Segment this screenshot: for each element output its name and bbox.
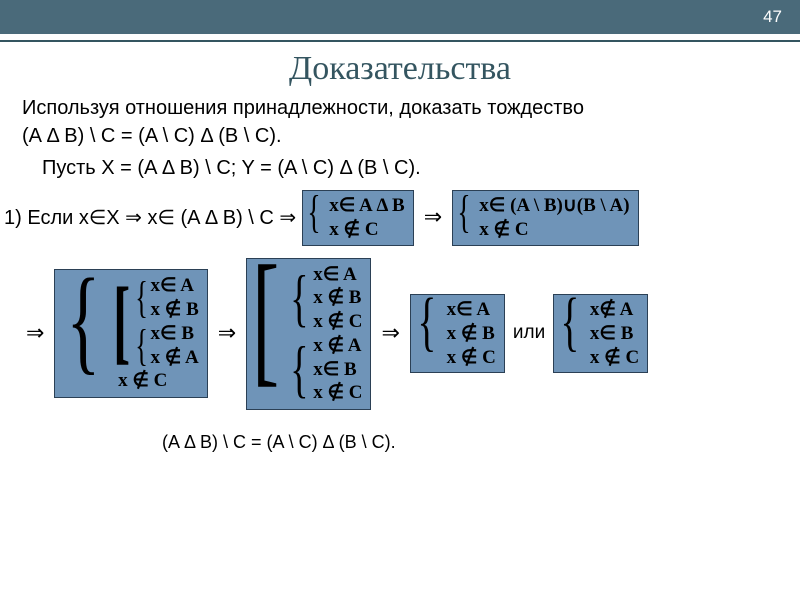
- left-brace-icon: {: [417, 295, 436, 372]
- box3-b2: x ∉ A: [151, 346, 199, 370]
- box3-a1: x∈ A: [151, 274, 199, 298]
- box4-a1: x∈ A: [313, 263, 362, 287]
- box-2: { x∈ (A \ B)∪(B \ A) x ∉ C: [452, 190, 638, 246]
- final-equation: (A Δ B) \ C = (A \ C) Δ (B \ C).: [162, 430, 778, 455]
- box4-b1: x ∉ A: [313, 334, 362, 358]
- left-brace-icon: {: [458, 191, 471, 245]
- left-bracket-icon: [: [252, 259, 279, 410]
- box6-l3: x ∉ C: [590, 346, 639, 370]
- left-brace-icon: {: [291, 272, 309, 324]
- page-title: Доказательства: [0, 50, 800, 88]
- implies-arrow: ⇒: [424, 202, 442, 233]
- box-3: { [ { x∈ A x ∉ B {: [54, 269, 207, 398]
- box6-l2: x∈ B: [590, 322, 639, 346]
- left-bracket-icon: [: [113, 285, 130, 358]
- left-brace-icon: {: [136, 327, 149, 364]
- box1-line1: x∈ A Δ B: [329, 194, 404, 218]
- box5-l1: x∈ A: [447, 298, 496, 322]
- box6-l1: x∉ A: [590, 298, 639, 322]
- box-5: { x∈ A x ∉ B x ∉ C: [410, 294, 505, 373]
- left-brace-icon: {: [561, 295, 580, 372]
- box3-b1: x∈ B: [151, 322, 199, 346]
- slide-content: Используя отношения принадлежности, дока…: [0, 88, 800, 455]
- box5-l3: x ∉ C: [447, 346, 496, 370]
- box4-b2: x∈ B: [313, 358, 362, 382]
- derivation-row: ⇒ { [ { x∈ A x ∉ B: [22, 256, 778, 413]
- left-brace-icon: {: [136, 279, 149, 316]
- step1-row: 1) Если x∈X ⇒ x∈ (A Δ B) \ C ⇒ { x∈ A Δ …: [4, 188, 778, 248]
- box4-b3: x ∉ C: [313, 381, 362, 405]
- slide-number: 47: [763, 7, 782, 27]
- left-brace-icon: {: [291, 343, 309, 395]
- left-brace-icon: {: [67, 270, 101, 397]
- box2-line2: x ∉ C: [479, 218, 629, 242]
- step1-prefix: 1) Если x∈X ⇒ x∈ (A Δ B) \ C ⇒: [4, 204, 296, 232]
- box4-a2: x ∉ B: [313, 286, 362, 310]
- box-6: { x∉ A x∈ B x ∉ C: [553, 294, 648, 373]
- box-4: [ { x∈ A x ∉ B x ∉ C { x ∉ A x∈ B x ∉ C: [246, 258, 371, 411]
- implies-arrow: ⇒: [26, 318, 44, 349]
- header-divider: [0, 40, 800, 42]
- box5-l2: x ∉ B: [447, 322, 496, 346]
- implies-arrow: ⇒: [218, 318, 236, 349]
- intro-line-2: (A Δ B) \ C = (A \ C) Δ (B \ C).: [22, 122, 778, 150]
- slide-header: 47: [0, 0, 800, 34]
- implies-arrow: ⇒: [381, 318, 399, 349]
- box1-line2: x ∉ C: [329, 218, 404, 242]
- box3-a2: x ∉ B: [151, 298, 199, 322]
- left-brace-icon: {: [308, 191, 321, 245]
- intro-line-1: Используя отношения принадлежности, дока…: [22, 94, 778, 122]
- let-line: Пусть X = (A Δ B) \ C; Y = (A \ C) Δ (B …: [42, 154, 778, 182]
- box2-line1: x∈ (A \ B)∪(B \ A): [479, 194, 629, 218]
- or-word: или: [513, 320, 545, 347]
- box3-c: x ∉ C: [118, 369, 199, 393]
- box4-a3: x ∉ C: [313, 310, 362, 334]
- box-1: { x∈ A Δ B x ∉ C: [302, 190, 414, 246]
